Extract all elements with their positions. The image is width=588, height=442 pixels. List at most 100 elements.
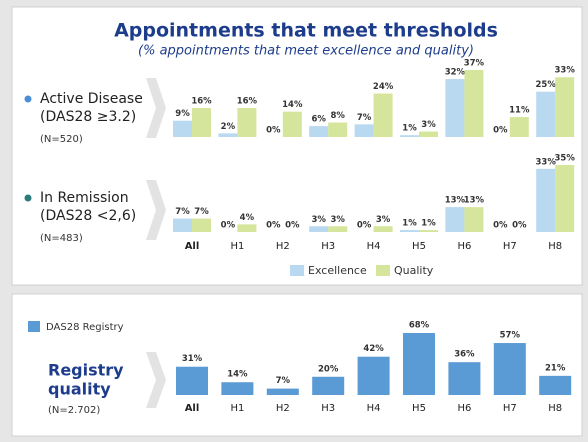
chart-subtitle: (% appointments that meet excellence and…	[138, 44, 474, 59]
legend-marker	[24, 95, 32, 103]
bar	[357, 356, 390, 395]
value-label: 37%	[464, 59, 485, 69]
chevron	[146, 78, 166, 138]
value-label: 0%	[221, 221, 236, 231]
x-tick-label: H7	[503, 403, 517, 414]
x-tick-label: H3	[321, 241, 335, 252]
panel-note: (N=2.702)	[48, 405, 100, 416]
bar	[555, 165, 575, 232]
value-label: 7%	[276, 376, 291, 386]
legend-label: Excellence	[308, 264, 367, 277]
bar	[192, 108, 211, 137]
value-label: 33%	[536, 157, 557, 167]
x-tick-label: H3	[321, 403, 335, 414]
value-label: 7%	[194, 207, 209, 217]
bar	[493, 343, 526, 395]
bar	[509, 117, 529, 137]
bar	[464, 70, 484, 137]
bar	[536, 168, 556, 232]
value-label: 24%	[373, 82, 394, 92]
legend-label: Quality	[394, 264, 434, 277]
bar	[419, 131, 438, 137]
value-label: 21%	[545, 363, 566, 373]
value-label: 11%	[509, 106, 530, 116]
bar	[312, 376, 345, 395]
value-label: 42%	[363, 344, 384, 354]
bar	[555, 77, 575, 137]
bar	[445, 207, 465, 232]
bar	[221, 382, 254, 395]
legend-swatch	[28, 321, 40, 332]
value-label: 16%	[191, 97, 212, 107]
bar	[373, 93, 393, 137]
value-label: 0%	[493, 221, 508, 231]
value-label: 3%	[421, 120, 436, 130]
bar	[536, 91, 556, 137]
value-label: 36%	[454, 350, 475, 360]
x-tick-label: H2	[276, 403, 290, 414]
legend-label: DAS28 Registry	[46, 322, 124, 333]
x-tick-label: H4	[367, 403, 381, 414]
bar	[237, 108, 257, 137]
bar	[237, 224, 257, 232]
value-label: 13%	[445, 196, 466, 206]
value-label: 3%	[330, 215, 345, 225]
bar	[373, 226, 393, 232]
bar	[539, 375, 572, 395]
chevron	[146, 180, 166, 240]
top-panel	[11, 6, 583, 286]
x-tick-label: H2	[276, 241, 290, 252]
bar	[464, 207, 484, 232]
value-label: 32%	[445, 68, 466, 78]
bottom-panel	[11, 293, 583, 437]
value-label: 0%	[512, 221, 527, 231]
bar	[328, 122, 348, 137]
bar	[176, 366, 208, 395]
value-label: 2%	[221, 122, 236, 132]
bar	[354, 124, 374, 137]
bar	[192, 218, 211, 232]
legend-swatch	[290, 265, 304, 276]
x-tick-label: H8	[548, 403, 562, 414]
bar	[419, 230, 438, 232]
value-label: 0%	[285, 221, 300, 231]
bar	[282, 111, 302, 137]
value-label: 13%	[464, 196, 485, 206]
value-label: 31%	[182, 354, 203, 364]
bar	[173, 120, 192, 137]
chart-title: Appointments that meet thresholds	[114, 20, 498, 42]
value-label: 57%	[500, 331, 521, 341]
x-tick-label: H8	[548, 241, 562, 252]
value-label: 7%	[357, 113, 372, 123]
bar	[403, 333, 435, 395]
x-tick-label: H1	[230, 241, 244, 252]
value-label: 8%	[330, 111, 345, 121]
bar	[173, 218, 192, 232]
panel-note: (N=520)	[40, 134, 83, 145]
value-label: 1%	[421, 219, 436, 229]
panel-label: Active Disease	[40, 91, 143, 107]
value-label: 25%	[536, 80, 557, 90]
x-tick-label: All	[185, 241, 200, 252]
value-label: 14%	[227, 370, 248, 380]
legend-swatch	[376, 265, 390, 276]
value-label: 20%	[318, 364, 339, 374]
bar	[448, 362, 481, 395]
legend-marker	[24, 194, 32, 202]
value-label: 68%	[409, 321, 430, 331]
bar	[309, 226, 329, 232]
bar	[266, 388, 299, 395]
value-label: 7%	[175, 207, 190, 217]
x-tick-label: H4	[367, 241, 381, 252]
value-label: 0%	[266, 221, 281, 231]
value-label: 3%	[311, 215, 326, 225]
panel-title: Registry	[48, 361, 124, 380]
x-tick-label: H7	[503, 241, 517, 252]
bar	[218, 133, 238, 137]
x-tick-label: H1	[230, 403, 244, 414]
x-tick-label: H5	[412, 241, 426, 252]
value-label: 33%	[555, 66, 576, 76]
bar	[445, 79, 465, 137]
